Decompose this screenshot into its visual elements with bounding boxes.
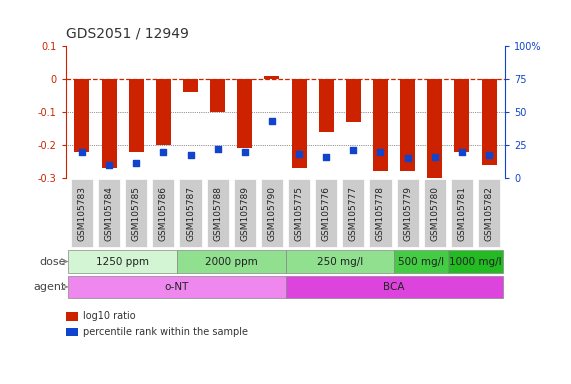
Bar — [373, 79, 388, 171]
Bar — [292, 79, 307, 168]
Text: 500 mg/l: 500 mg/l — [398, 257, 444, 266]
Text: GSM105790: GSM105790 — [267, 186, 276, 241]
Text: 1250 ppm: 1250 ppm — [96, 257, 149, 266]
Text: GSM105782: GSM105782 — [485, 186, 493, 241]
Point — [376, 149, 385, 155]
Point — [104, 162, 114, 168]
Text: GSM105784: GSM105784 — [104, 186, 114, 241]
Point — [457, 149, 467, 155]
Text: GSM105783: GSM105783 — [78, 186, 86, 241]
FancyBboxPatch shape — [451, 179, 473, 247]
Text: GSM105789: GSM105789 — [240, 186, 250, 241]
Point — [267, 118, 276, 124]
Point — [213, 146, 222, 152]
Text: GSM105787: GSM105787 — [186, 186, 195, 241]
FancyBboxPatch shape — [261, 179, 283, 247]
Point — [484, 152, 493, 159]
Text: percentile rank within the sample: percentile rank within the sample — [83, 327, 248, 337]
Text: agent: agent — [34, 282, 66, 292]
Bar — [129, 79, 144, 152]
FancyBboxPatch shape — [394, 250, 448, 273]
Point — [78, 149, 87, 155]
Bar — [319, 79, 333, 132]
Bar — [455, 79, 469, 152]
Text: 1000 mg/l: 1000 mg/l — [449, 257, 502, 266]
FancyBboxPatch shape — [369, 179, 392, 247]
Text: GSM105781: GSM105781 — [457, 186, 467, 241]
FancyBboxPatch shape — [98, 179, 120, 247]
Point — [403, 155, 412, 161]
Text: GSM105786: GSM105786 — [159, 186, 168, 241]
Bar — [264, 76, 279, 79]
Point — [159, 149, 168, 155]
Bar — [481, 79, 497, 165]
Text: GSM105788: GSM105788 — [213, 186, 222, 241]
Bar — [427, 79, 442, 178]
FancyBboxPatch shape — [286, 250, 394, 273]
Bar — [400, 79, 415, 171]
Point — [186, 152, 195, 159]
Point — [295, 151, 304, 157]
Text: 2000 ppm: 2000 ppm — [205, 257, 258, 266]
FancyBboxPatch shape — [69, 276, 286, 298]
FancyBboxPatch shape — [478, 179, 500, 247]
Bar — [210, 79, 225, 112]
FancyBboxPatch shape — [69, 250, 177, 273]
Bar — [102, 79, 116, 168]
Text: BCA: BCA — [383, 282, 405, 292]
Text: dose: dose — [40, 257, 66, 266]
Text: GSM105777: GSM105777 — [349, 186, 358, 241]
FancyBboxPatch shape — [315, 179, 337, 247]
Point — [240, 149, 250, 155]
FancyBboxPatch shape — [152, 179, 175, 247]
FancyBboxPatch shape — [207, 179, 229, 247]
Text: GSM105775: GSM105775 — [295, 186, 304, 241]
Point — [132, 160, 141, 166]
FancyBboxPatch shape — [396, 179, 419, 247]
Text: GDS2051 / 12949: GDS2051 / 12949 — [66, 26, 188, 40]
FancyBboxPatch shape — [177, 250, 286, 273]
FancyBboxPatch shape — [288, 179, 310, 247]
FancyBboxPatch shape — [125, 179, 147, 247]
Bar — [238, 79, 252, 148]
Bar — [183, 79, 198, 92]
Point — [321, 154, 331, 160]
FancyBboxPatch shape — [286, 276, 502, 298]
Text: GSM105785: GSM105785 — [132, 186, 140, 241]
Point — [430, 154, 439, 160]
FancyBboxPatch shape — [448, 250, 502, 273]
Text: GSM105776: GSM105776 — [321, 186, 331, 241]
Text: GSM105779: GSM105779 — [403, 186, 412, 241]
Bar — [74, 79, 90, 152]
Text: GSM105780: GSM105780 — [431, 186, 439, 241]
FancyBboxPatch shape — [424, 179, 446, 247]
Text: GSM105778: GSM105778 — [376, 186, 385, 241]
FancyBboxPatch shape — [179, 179, 202, 247]
FancyBboxPatch shape — [71, 179, 93, 247]
Point — [349, 147, 358, 153]
Text: log10 ratio: log10 ratio — [83, 311, 135, 321]
Bar — [156, 79, 171, 145]
Text: 250 mg/l: 250 mg/l — [317, 257, 363, 266]
FancyBboxPatch shape — [342, 179, 364, 247]
FancyBboxPatch shape — [234, 179, 256, 247]
Bar — [346, 79, 361, 122]
Text: o-NT: o-NT — [165, 282, 189, 292]
